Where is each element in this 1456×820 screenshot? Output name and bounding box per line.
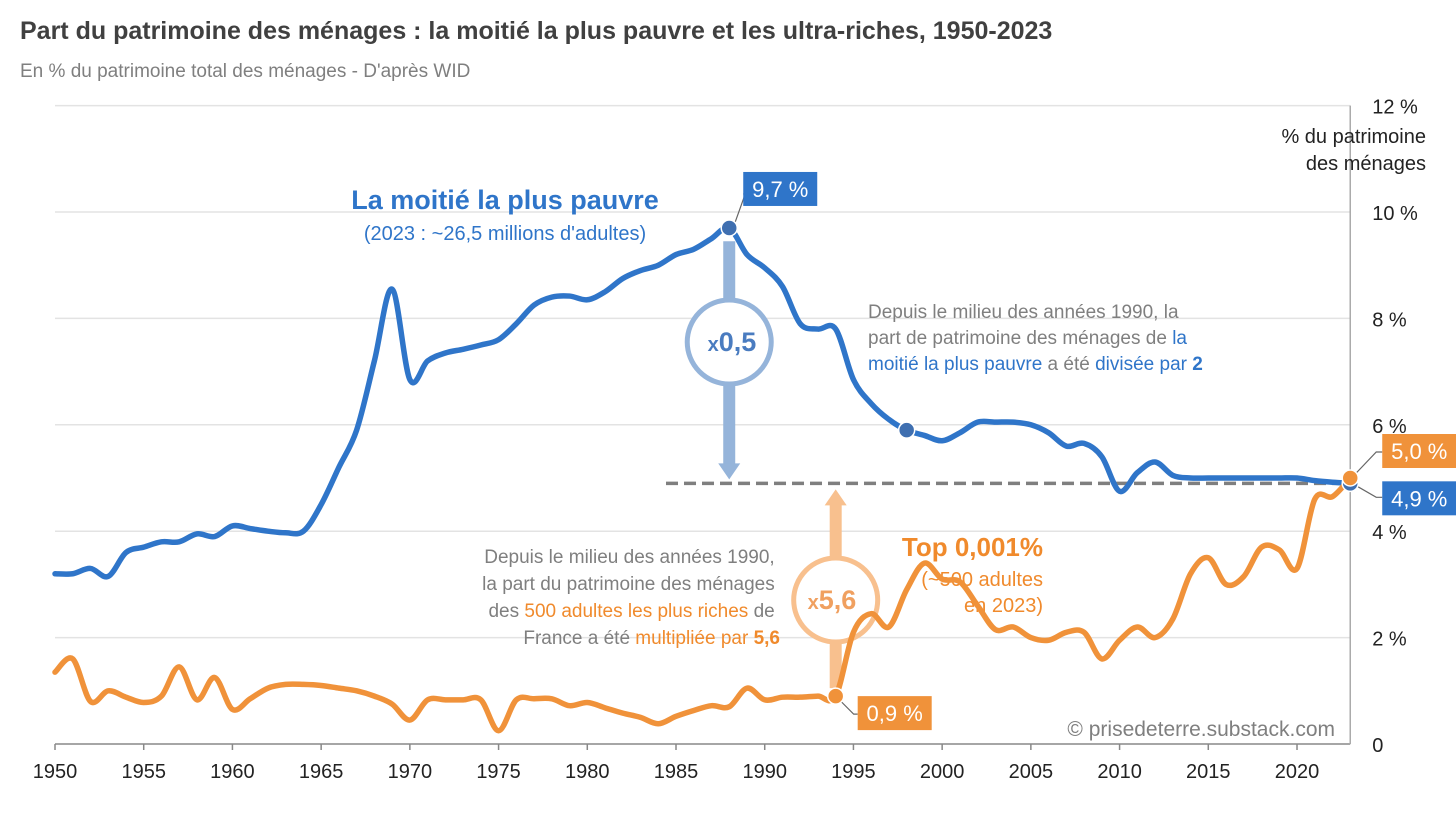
- copyright: © prisedeterre.substack.com: [1067, 718, 1335, 741]
- y-axis-label-line2: des ménages: [1306, 153, 1426, 175]
- y-tick-label: 8 %: [1372, 309, 1407, 331]
- markers: 9,7 % 4,9 % 0,9 % 5,0 %: [720, 171, 1456, 731]
- value-label: 4,9 %: [1391, 486, 1447, 511]
- x-tick-label: 1950: [33, 761, 78, 783]
- blue-expl-l1: Depuis le milieu des années 1990, la: [868, 302, 1179, 323]
- x-tick-label: 2020: [1275, 761, 1320, 783]
- x-tick-label: 1990: [742, 761, 787, 783]
- marker-leader-line: [1356, 485, 1383, 498]
- value-label-box: [1382, 481, 1456, 516]
- value-label-box: [743, 171, 818, 206]
- marker-leader-line: [840, 700, 858, 715]
- blue-expl-l3c: divisée par: [1095, 354, 1192, 375]
- orange-expl-l4: France a été multipliée par 5,6: [523, 628, 780, 649]
- orange-expl-l2: la part du patrimoine des ménages: [482, 574, 775, 595]
- y-tick-label: 12 %: [1372, 97, 1418, 119]
- x-tick-label: 2000: [920, 761, 965, 783]
- blue-series-title: La moitié la plus pauvre: [351, 185, 659, 215]
- top-0001-line: [52, 475, 1353, 734]
- y-tick-label: 4 %: [1372, 522, 1407, 544]
- x-tick-label: 1960: [210, 761, 255, 783]
- blue-arrow-head: [718, 463, 741, 480]
- x-tick-label: 1955: [121, 761, 166, 783]
- poorest-half-line: [52, 224, 1353, 580]
- marker-leader-line: [1355, 451, 1383, 474]
- ratio-orange-label: x5,6: [808, 585, 857, 615]
- x-tick-label: 2005: [1009, 761, 1054, 783]
- x-tick-label: 1975: [476, 761, 521, 783]
- y-tick-label: 2 %: [1372, 629, 1407, 651]
- blue-series-subtitle: (2023 : ~26,5 millions d'adultes): [364, 223, 646, 245]
- ratio-arrows: [684, 241, 881, 689]
- y-tick-label: 10 %: [1372, 203, 1418, 225]
- orange-series-title: Top 0,001%: [902, 532, 1043, 562]
- value-label: 5,0 %: [1391, 439, 1447, 464]
- orange-expl-l3: des 500 adultes les plus riches de: [488, 601, 774, 622]
- x-tick-label: 2015: [1186, 761, 1231, 783]
- axes: 0 2 % 4 % 6 % 8 % 10 % 12 % 1950 1955 1960 1965 197…: [33, 97, 1418, 783]
- data-point-marker: [897, 421, 916, 439]
- y-tick-label: 6 %: [1372, 416, 1407, 438]
- data-point-marker: [826, 687, 845, 705]
- orange-expl-l1: Depuis le milieu des années 1990,: [484, 547, 774, 568]
- y-tick-label: 0: [1372, 735, 1383, 757]
- data-point-marker: [720, 219, 738, 237]
- x-tick-label: 1970: [388, 761, 433, 783]
- chart-subtitle: En % du patrimoine total des ménages - D…: [20, 61, 470, 82]
- x-tick-label: 1995: [831, 761, 876, 783]
- orange-arrow-head: [824, 489, 847, 506]
- blue-expl-l3d: 2: [1192, 354, 1203, 375]
- chart-title: Part du patrimoine des ménages : la moit…: [20, 17, 1052, 45]
- x-tick-label: 1965: [299, 761, 344, 783]
- blue-expl-l3a: moitié la plus pauvre: [868, 354, 1042, 375]
- y-axis-label-line1: % du patrimoine: [1281, 126, 1426, 148]
- orange-explanation: Depuis le milieu des années 1990, la par…: [482, 547, 780, 649]
- series-lines: [52, 224, 1353, 734]
- blue-expl-l2a: part de patrimoine des ménages de: [868, 328, 1172, 349]
- data-point-marker: [1341, 469, 1359, 487]
- blue-expl-l2b: la: [1172, 328, 1187, 349]
- x-tick-label: 1985: [654, 761, 699, 783]
- value-label: 9,7 %: [752, 177, 808, 202]
- ratio-blue-label: x0,5: [708, 327, 757, 357]
- x-tick-label: 1980: [565, 761, 610, 783]
- orange-series-sub1: (~500 adultes: [921, 569, 1043, 591]
- blue-ratio-circle: [684, 297, 774, 387]
- x-tick-label: 2010: [1097, 761, 1142, 783]
- value-label-box: [857, 696, 932, 731]
- blue-explanation: Depuis le milieu des années 1990, la par…: [868, 302, 1203, 375]
- blue-expl-l3b: a été: [1042, 354, 1095, 375]
- value-label: 0,9 %: [867, 701, 923, 726]
- value-label-box: [1382, 434, 1456, 468]
